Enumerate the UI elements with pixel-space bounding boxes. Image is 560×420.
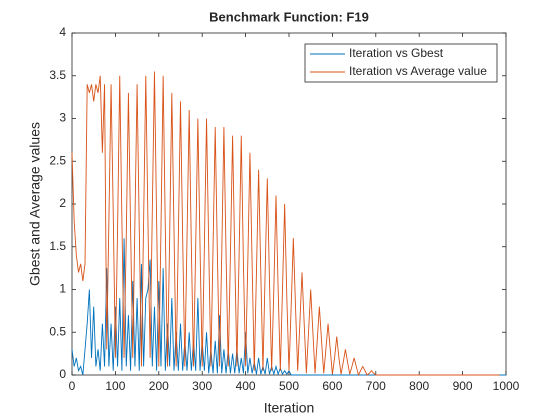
y-tick-label: 2.5 [49,153,66,167]
x-tick-label: 500 [279,379,299,393]
x-tick-label: 700 [366,379,386,393]
x-tick-label: 200 [149,379,169,393]
x-axis-label: Iteration [264,400,315,416]
legend-label: Iteration vs Gbest [349,46,444,60]
legend-label: Iteration vs Average value [349,64,487,78]
axes-box [71,32,507,376]
x-tick-label: 100 [105,379,125,393]
y-tick-label: 3.5 [49,68,66,82]
legend-box [304,43,498,83]
y-tick-label: 0.5 [49,324,66,338]
y-tick-label: 0 [59,367,66,381]
x-tick-label: 800 [409,379,429,393]
y-tick-label: 1 [59,282,66,296]
x-tick-label: 400 [236,379,256,393]
y-tick-label: 1.5 [49,239,66,253]
x-tick-label: 300 [192,379,212,393]
y-tick-label: 2 [59,196,66,210]
y-tick-label: 3 [59,111,66,125]
x-tick-label: 900 [453,379,473,393]
series-line [71,71,500,377]
y-tick-label: 4 [59,25,66,39]
x-tick-label: 1000 [493,379,520,393]
chart-title: Benchmark Function: F19 [209,9,369,24]
y-axis-label: Gbest and Average values [27,122,43,286]
x-tick-label: 600 [322,379,342,393]
x-tick-label: 0 [69,379,76,393]
